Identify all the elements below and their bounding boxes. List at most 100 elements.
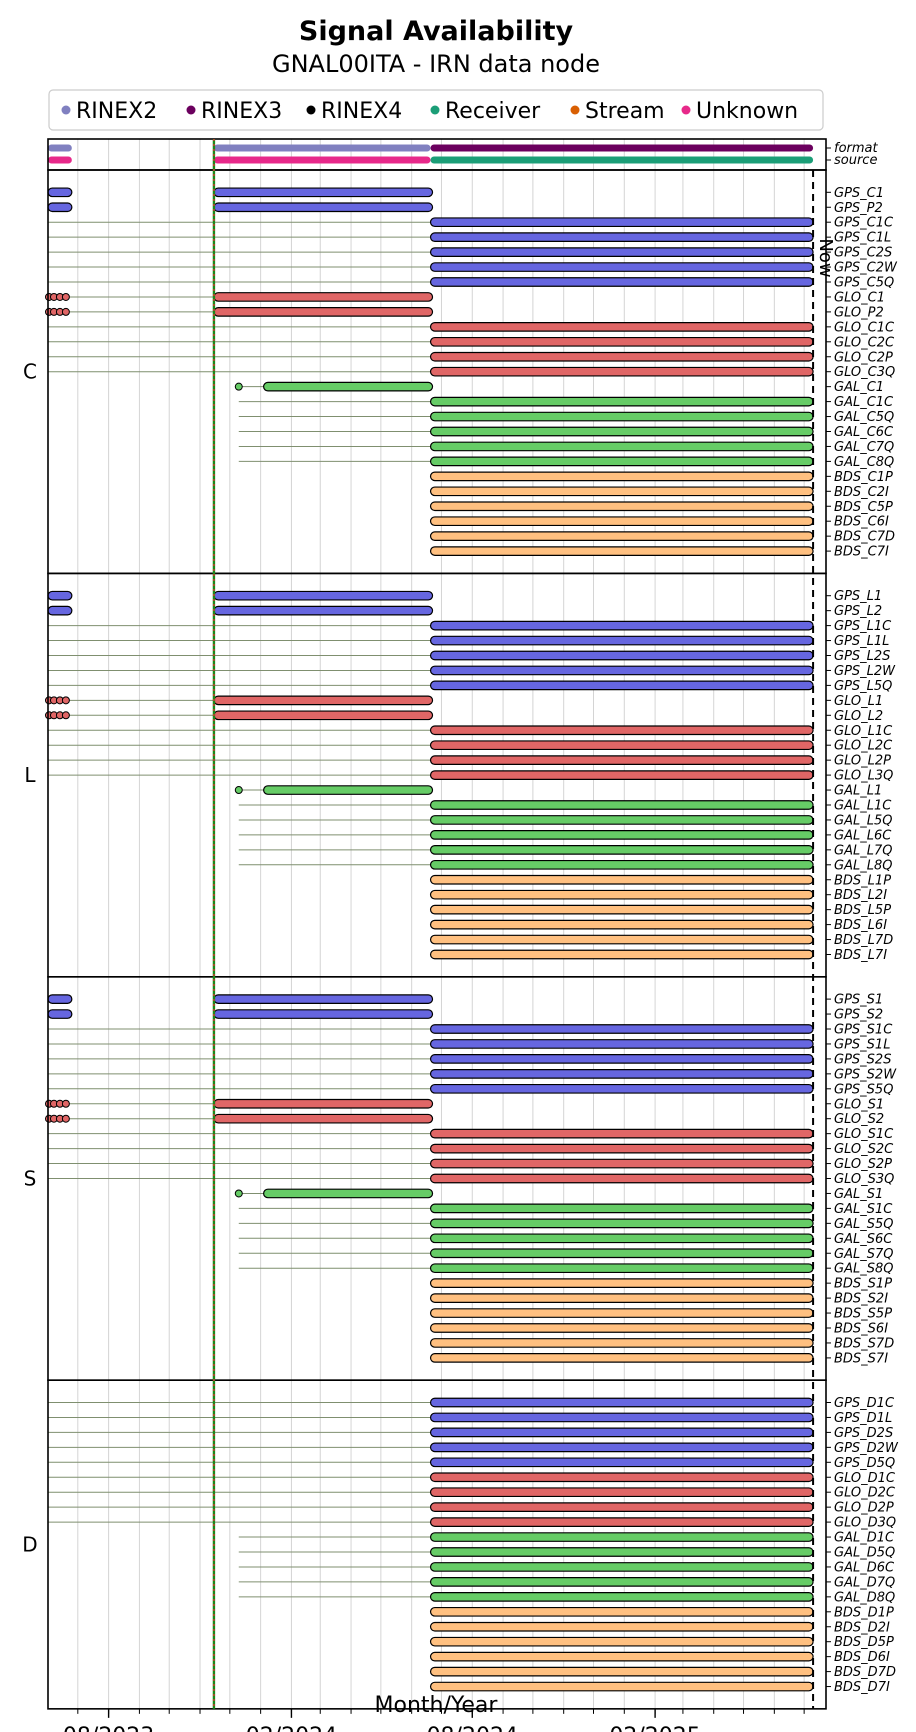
availability-bar-gal_s6c [429,1233,814,1244]
signal-label-gps_c2s: GPS_C2S [834,246,892,261]
signal-label-gps_s2s: GPS_S2S [834,1052,891,1067]
signal-label-gps_l1: GPS_L1 [834,589,882,604]
signal-label-bds_c7d: BDS_C7D [834,530,895,545]
legend-label-rinex4: RINEX4 [321,99,402,124]
signal-label-gal_d8q: GAL_D8Q [834,1590,895,1605]
availability-bar-gps_s5q [429,1083,814,1094]
availability-dot [234,786,243,795]
meta-bar-format [430,144,814,152]
availability-bar-gps_l5q [429,680,814,691]
availability-bar-bds_s5p [429,1308,814,1318]
signal-label-glo_s1: GLO_S1 [834,1097,884,1112]
availability-bar-gal_l1c [429,800,814,810]
availability-bar-bds_s6i [429,1323,814,1333]
signal-label-gal_s8q: GAL_S8Q [834,1262,893,1277]
signal-label-bds_c2i: BDS_C2I [834,485,889,500]
legend-marker-unknown [681,105,691,115]
signal-label-glo_c3q: GLO_C3Q [834,365,895,380]
signal-label-glo_s1c: GLO_S1C [834,1127,894,1142]
availability-dot [234,382,243,391]
signal-label-gal_c1c: GAL_C1C [834,395,894,410]
availability-dot [61,1099,70,1108]
signal-label-bds_d2i: BDS_D2I [834,1620,890,1635]
availability-bar-bds_d2i [429,1621,814,1632]
signal-label-glo_l3q: GLO_L3Q [834,769,893,784]
signal-label-gal_l5q: GAL_L5Q [834,813,892,828]
legend-label-stream: Stream [585,99,665,124]
availability-bar-glo_d1c [429,1472,814,1483]
signal-label-gal_c1: GAL_C1 [834,380,884,395]
availability-bar-glo_s1c [429,1128,814,1139]
signal-label-glo_c2p: GLO_C2P [834,350,893,365]
availability-bar-gps_s2s [429,1054,814,1064]
availability-bar-gal_c1 [263,381,434,392]
availability-bar-gal_s1c [429,1203,814,1214]
availability-bar-gps_c1 [47,187,73,198]
signal-label-gal_d7q: GAL_D7Q [834,1575,895,1590]
signal-label-gps_s1l: GPS_S1L [834,1037,890,1052]
signal-label-bds_s5p: BDS_S5P [834,1307,892,1322]
availability-bar-gal_l8q [429,859,814,870]
signal-label-bds_l1p: BDS_L1P [834,873,891,888]
availability-bar-glo_c2c [429,336,814,347]
availability-bar-glo_c3q [429,366,814,377]
availability-bar-gps_s1c [429,1024,814,1034]
signal-label-bds_d7d: BDS_D7D [834,1665,896,1680]
signal-label-bds_s7d: BDS_S7D [834,1336,894,1351]
availability-bar-gps_s2 [213,1009,434,1019]
signal-label-glo_d2p: GLO_D2P [834,1501,894,1516]
signal-label-glo_d1c: GLO_D1C [834,1471,896,1486]
availability-bar-bds_s7d [429,1338,814,1348]
availability-bar-gal_c5q [429,411,814,422]
availability-bar-bds_d7d [429,1666,814,1677]
availability-bar-gps_c2w [429,262,814,272]
signal-label-glo_c1c: GLO_C1C [834,320,895,335]
availability-bar-bds_c7d [429,531,814,542]
signal-label-gps_d2w: GPS_D2W [834,1441,899,1456]
availability-bar-gps_l1 [47,590,73,601]
availability-bar-gal_d6c [429,1562,814,1572]
availability-bar-bds_c1p [429,471,814,482]
availability-bar-glo_d3q [429,1517,814,1527]
availability-bar-gps_p2 [213,202,434,213]
signal-label-gps_s2: GPS_S2 [834,1008,883,1023]
availability-bar-glo_s3q [429,1173,814,1184]
availability-bar-gps_l2 [213,605,434,616]
legend-marker-stream [570,105,580,115]
availability-bar-gps_c1 [213,187,434,198]
availability-bar-bds_c5p [429,501,814,512]
signal-label-glo_l1c: GLO_L1C [834,724,893,739]
plot-area: formatsourceGPS_C1GPS_P2GPS_C1CGPS_C1LGP… [22,138,899,1732]
availability-bar-gps_d1l [429,1412,814,1423]
legend-marker-rinex4 [306,105,316,115]
signal-label-bds_d7i: BDS_D7I [834,1680,890,1695]
availability-bar-glo_l3q [429,770,814,780]
availability-bar-gps_l2 [47,605,73,616]
signal-label-glo_d3q: GLO_D3Q [834,1516,896,1531]
x-tick-label: 08/2023 [63,1724,154,1732]
availability-bar-glo_d2c [429,1487,814,1498]
panel-label-d: D [22,1533,37,1557]
availability-dot [61,711,70,720]
availability-bar-glo_l2c [429,740,814,751]
x-tick-label: 02/2025 [609,1724,700,1732]
signal-label-glo_l2p: GLO_L2P [834,754,891,769]
meta-frame [47,138,827,171]
availability-bar-gal_c6c [429,426,814,437]
legend: RINEX2 RINEX3 RINEX4 Receiver Stream Unknown [48,89,824,131]
signal-label-bds_l6i: BDS_L6I [834,918,887,933]
signal-label-gal_s7q: GAL_S7Q [834,1247,893,1262]
availability-bar-gal_l5q [429,815,814,825]
availability-bar-gal_s7q [429,1248,814,1259]
availability-bar-gal_d7q [429,1577,814,1587]
availability-bar-glo_s1 [213,1098,434,1109]
legend-label-receiver: Receiver [445,99,541,124]
chart-title: Signal Availability [299,16,574,47]
availability-bar-gps_d2s [429,1427,814,1438]
signal-label-gal_s6c: GAL_S6C [834,1232,893,1247]
meta-label-source: source [834,153,877,168]
signal-label-gps_l5q: GPS_L5Q [834,679,892,694]
panel-label-s: S [24,1167,37,1191]
meta-bar-source [430,156,814,164]
panel-label-c: C [23,360,37,384]
